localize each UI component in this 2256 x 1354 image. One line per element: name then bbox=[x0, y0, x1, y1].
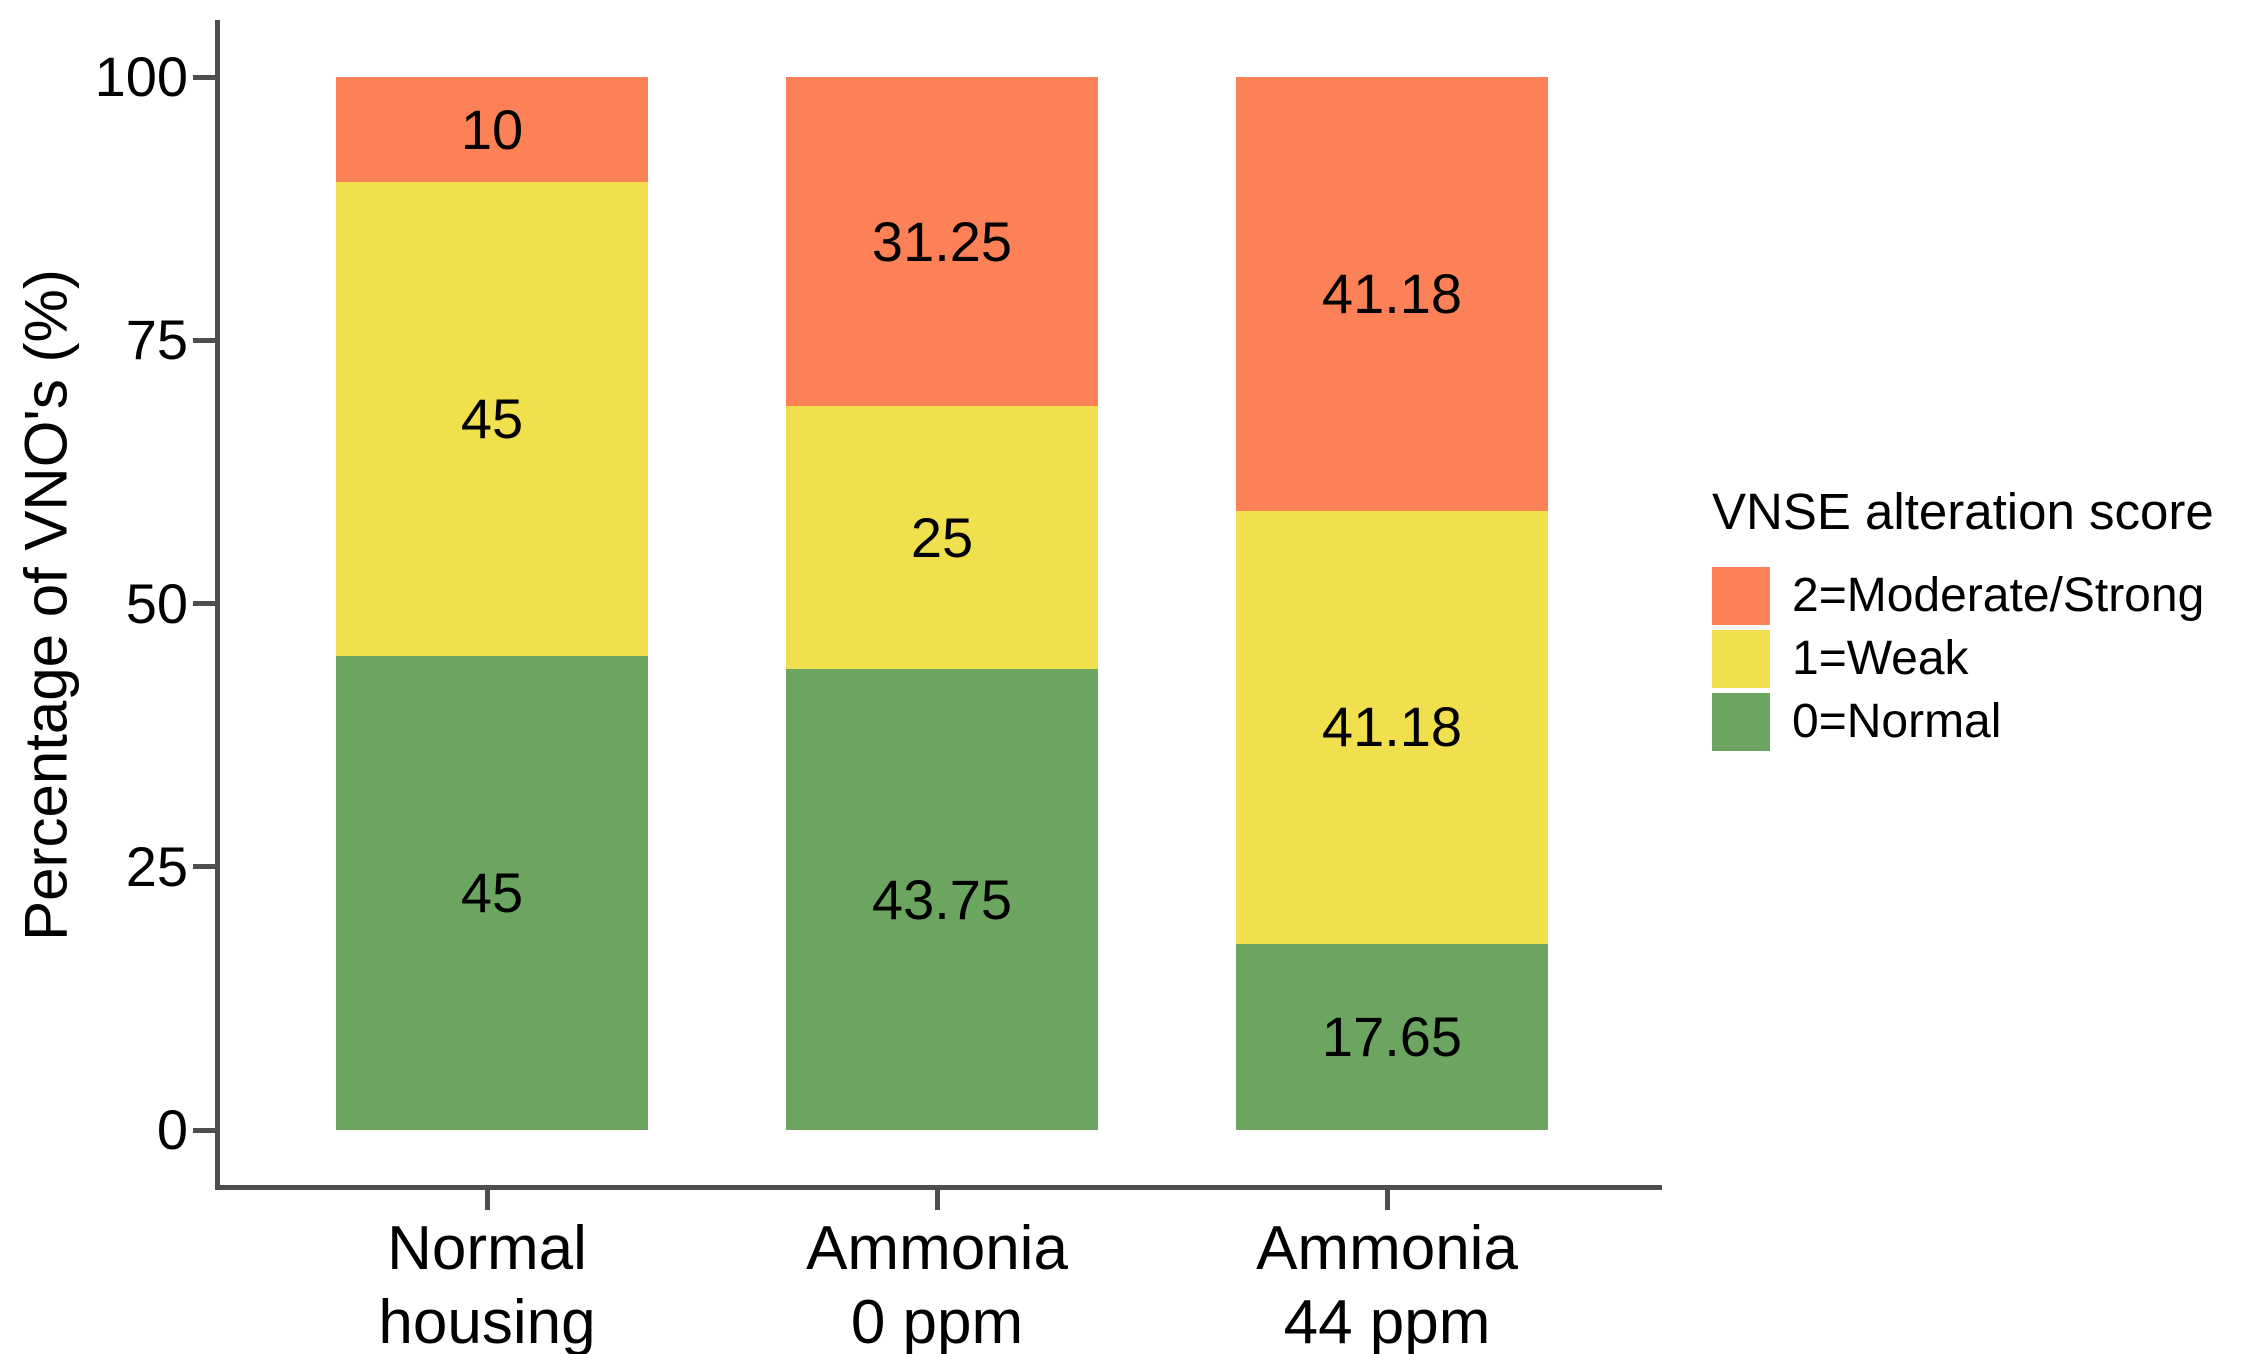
bar-value-label: 41.18 bbox=[1321, 261, 1463, 325]
bar-value-label: 43.75 bbox=[871, 867, 1013, 931]
bar-segment: 45 bbox=[336, 656, 648, 1130]
y-tick-mark bbox=[193, 864, 215, 870]
bar-value-label: 41.18 bbox=[1321, 695, 1463, 759]
bar-value-label: 31.25 bbox=[871, 209, 1013, 273]
bar: 31.25 25 43.75 bbox=[786, 77, 1098, 1130]
bar: 10 45 45 bbox=[336, 77, 648, 1130]
bar-segment: 41.18 bbox=[1236, 77, 1548, 511]
bar-segment: 10 bbox=[336, 77, 648, 183]
x-tick-mark bbox=[934, 1190, 940, 1210]
legend-swatch bbox=[1712, 567, 1770, 625]
y-tick-mark bbox=[193, 74, 215, 80]
x-tick-mark bbox=[484, 1190, 490, 1210]
y-tick-label: 75 bbox=[125, 308, 188, 372]
bar-segment: 25 bbox=[786, 406, 1098, 670]
bar-segment: 45 bbox=[336, 182, 648, 657]
y-tick-mark bbox=[193, 601, 215, 606]
bar-value-label: 25 bbox=[910, 505, 974, 569]
x-axis-label-line: Normal bbox=[387, 1214, 587, 1283]
bar-segment: 41.18 bbox=[1236, 510, 1548, 945]
x-axis-label: Ammonia 0 ppm bbox=[717, 1212, 1157, 1354]
x-axis-label-line: 44 ppm bbox=[1283, 1288, 1491, 1354]
legend-items: 2=Moderate/Strong 1=Weak 0=Normal bbox=[1712, 567, 2214, 751]
legend-label: 0=Normal bbox=[1792, 695, 2002, 748]
legend-label: 2=Moderate/Strong bbox=[1792, 569, 2205, 622]
legend-swatch bbox=[1712, 693, 1770, 751]
bar-value-label: 45 bbox=[460, 861, 524, 925]
x-axis-label: Normal housing bbox=[267, 1212, 707, 1354]
legend-item: 2=Moderate/Strong bbox=[1712, 567, 2214, 625]
y-tick-label: 50 bbox=[125, 571, 188, 635]
bar-value-label: 17.65 bbox=[1321, 1005, 1463, 1069]
y-axis-line bbox=[215, 20, 220, 1190]
legend-title: VNSE alteration score bbox=[1712, 483, 2214, 540]
x-axis-label-line: housing bbox=[378, 1288, 596, 1354]
y-tick-mark bbox=[193, 337, 215, 343]
legend-label: 1=Weak bbox=[1792, 632, 1969, 685]
x-axis-label-line: 0 ppm bbox=[850, 1288, 1024, 1354]
y-tick-label: 100 bbox=[94, 45, 188, 108]
legend-item: 0=Normal bbox=[1712, 693, 2214, 751]
x-axis-label-line: Ammonia bbox=[1256, 1214, 1518, 1283]
bar: 41.18 41.18 17.65 bbox=[1236, 77, 1548, 1131]
plot-area: 10 45 45 31.25 25 43.75 41.18 41.18 17.65 bbox=[220, 20, 1662, 1185]
bar-value-label: 10 bbox=[460, 97, 524, 161]
bar-segment: 17.65 bbox=[1236, 944, 1548, 1131]
x-axis-line bbox=[215, 1185, 1662, 1190]
x-axis-label-line: Ammonia bbox=[806, 1214, 1068, 1283]
legend-swatch bbox=[1712, 630, 1770, 688]
x-tick-mark bbox=[1384, 1190, 1390, 1210]
x-axis-label: Ammonia 44 ppm bbox=[1167, 1212, 1607, 1354]
bar-segment: 43.75 bbox=[786, 669, 1098, 1130]
y-tick-label: 25 bbox=[125, 834, 188, 898]
bar-value-label: 45 bbox=[460, 387, 524, 451]
bar-segment: 31.25 bbox=[786, 77, 1098, 407]
legend-item: 1=Weak bbox=[1712, 630, 2214, 688]
y-tick-label: 0 bbox=[156, 1098, 188, 1161]
y-tick-mark bbox=[193, 1127, 215, 1133]
legend: VNSE alteration score 2=Moderate/Strong 1… bbox=[1712, 482, 2214, 756]
